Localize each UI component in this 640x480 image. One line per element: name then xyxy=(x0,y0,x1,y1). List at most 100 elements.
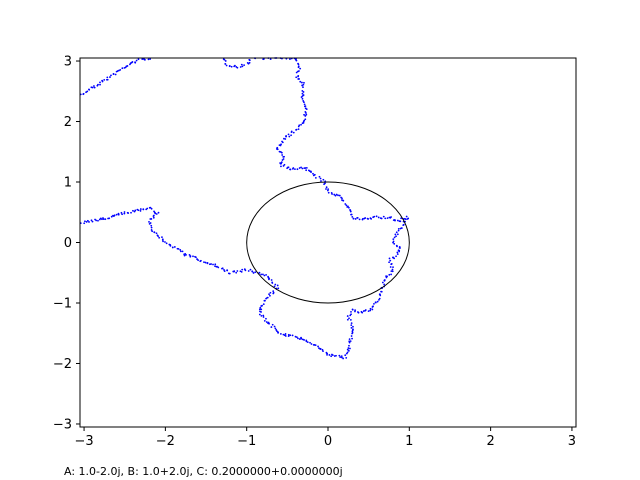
boundary-point xyxy=(393,242,396,245)
boundary-point xyxy=(248,61,251,64)
boundary-point xyxy=(393,236,396,239)
boundary-point xyxy=(373,215,376,218)
boundary-point xyxy=(176,247,179,250)
boundary-point xyxy=(348,344,350,347)
boundary-point xyxy=(350,326,353,329)
boundary-point xyxy=(384,217,387,220)
boundary-point xyxy=(282,333,285,336)
boundary-point xyxy=(303,105,306,108)
boundary-point xyxy=(269,58,272,61)
boundary-point xyxy=(345,204,348,207)
boundary-point xyxy=(142,208,145,211)
boundary-point xyxy=(106,78,109,81)
boundary-point xyxy=(103,78,106,81)
boundary-point xyxy=(390,263,393,265)
boundary-point xyxy=(262,273,264,276)
boundary-point xyxy=(239,66,242,68)
boundary-point xyxy=(346,315,349,317)
boundary-point xyxy=(262,316,265,318)
boundary-point xyxy=(360,310,363,313)
boundary-point xyxy=(117,212,120,215)
boundary-point xyxy=(281,154,284,156)
boundary-point xyxy=(90,219,93,222)
boundary-point xyxy=(318,175,321,178)
boundary-point xyxy=(267,275,269,278)
boundary-point xyxy=(345,352,348,355)
boundary-point xyxy=(192,255,194,258)
boundary-point xyxy=(147,58,150,61)
boundary-point xyxy=(292,167,295,169)
boundary-point xyxy=(369,309,372,312)
boundary-point xyxy=(371,308,374,311)
boundary-point xyxy=(223,58,226,61)
boundary-point xyxy=(276,148,279,151)
boundary-point xyxy=(321,348,324,351)
boundary-point xyxy=(287,333,290,336)
boundary-point xyxy=(342,357,345,360)
boundary-point xyxy=(86,219,89,222)
boundary-point xyxy=(273,285,276,288)
boundary-point xyxy=(301,97,304,100)
boundary-point xyxy=(153,231,156,234)
boundary-point xyxy=(333,355,336,357)
boundary-point xyxy=(173,246,176,248)
boundary-point xyxy=(297,66,300,69)
boundary-point xyxy=(371,306,374,308)
boundary-point xyxy=(241,268,244,271)
y-tick-label: 0 xyxy=(64,236,72,251)
boundary-point xyxy=(303,103,306,106)
boundary-point xyxy=(270,279,273,281)
boundary-point xyxy=(312,343,315,346)
boundary-point xyxy=(227,272,230,275)
boundary-point xyxy=(297,337,299,340)
boundary-point xyxy=(338,354,341,357)
boundary-point xyxy=(296,70,299,73)
boundary-point xyxy=(281,159,284,161)
boundary-point xyxy=(389,216,392,219)
boundary-point xyxy=(93,85,95,87)
boundary-point xyxy=(188,254,191,256)
boundary-point xyxy=(183,254,186,257)
boundary-point xyxy=(91,86,94,89)
boundary-point xyxy=(94,218,96,221)
boundary-point xyxy=(251,270,254,273)
boundary-point xyxy=(383,279,386,282)
boundary-point xyxy=(304,167,307,169)
boundary-point xyxy=(297,128,300,131)
boundary-point xyxy=(303,81,305,84)
boundary-point xyxy=(247,270,250,272)
boundary-point xyxy=(152,214,155,217)
boundary-point xyxy=(150,224,153,227)
boundary-point xyxy=(356,311,359,313)
boundary-point xyxy=(331,193,333,195)
boundary-point xyxy=(262,314,265,317)
unit-circle-group xyxy=(246,181,410,304)
boundary-point xyxy=(301,167,304,170)
boundary-point xyxy=(285,135,287,138)
boundary-point xyxy=(305,166,308,169)
boundary-point xyxy=(350,324,353,326)
boundary-point xyxy=(295,59,298,62)
boundary-point xyxy=(107,217,109,220)
boundary-point xyxy=(331,353,333,356)
boundary-point xyxy=(112,73,115,75)
boundary-point xyxy=(289,168,292,171)
boundary-point xyxy=(265,273,267,276)
boundary-point xyxy=(134,61,136,63)
boundary-point xyxy=(206,261,209,264)
boundary-point xyxy=(348,317,350,320)
boundary-point xyxy=(370,217,373,220)
boundary-point xyxy=(289,58,291,60)
boundary-point xyxy=(327,191,330,194)
boundary-point xyxy=(337,194,339,197)
boundary-point xyxy=(275,329,278,331)
boundary-point xyxy=(280,151,283,154)
boundary-point xyxy=(333,193,336,196)
boundary-point xyxy=(302,86,304,89)
boundary-point xyxy=(271,323,274,326)
boundary-point xyxy=(135,59,138,62)
boundary-point xyxy=(123,212,126,215)
boundary-point xyxy=(93,86,96,89)
boundary-point xyxy=(297,62,299,65)
